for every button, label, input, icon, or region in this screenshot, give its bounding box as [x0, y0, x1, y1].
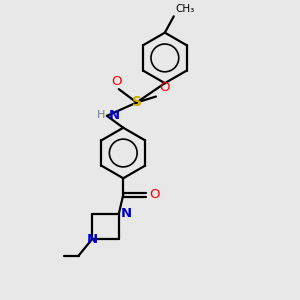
Text: N: N	[120, 207, 131, 220]
Text: O: O	[111, 75, 122, 88]
Text: N: N	[108, 110, 119, 122]
Text: CH₃: CH₃	[175, 4, 194, 14]
Text: O: O	[159, 81, 169, 94]
Text: H: H	[97, 110, 105, 120]
Text: O: O	[149, 188, 160, 201]
Text: S: S	[132, 95, 142, 110]
Text: N: N	[86, 233, 98, 246]
